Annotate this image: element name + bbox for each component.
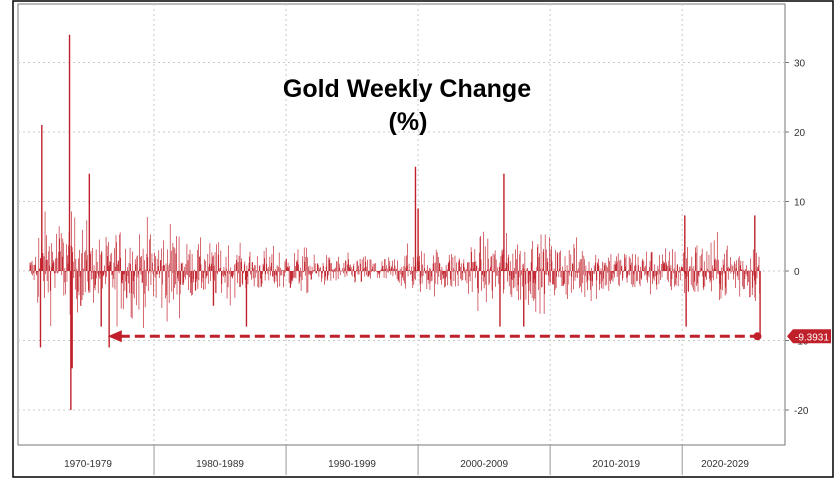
x-axis: 1970-1979 1980-1989 1990-1999 2000-2009 2010…: [18, 444, 785, 475]
x-tick-label: 1980-1989: [196, 459, 244, 470]
x-tick-label: 1990-1999: [328, 459, 376, 470]
x-tick-label: 1970-1979: [64, 459, 112, 470]
x-tick-label: 2010-2019: [592, 459, 640, 470]
last-value-annotation: [107, 330, 762, 343]
plot-frame: [17, 3, 786, 446]
y-tick-label: 30: [794, 59, 806, 70]
last-value-label: -9.3931: [795, 332, 829, 343]
outer-frame: [12, 0, 834, 478]
x-tick-label: 2020-2029: [701, 459, 749, 470]
x-tick-label: 2000-2009: [460, 459, 508, 470]
y-tick-label: 0: [794, 267, 800, 278]
weekly-change-bars: [29, 211, 760, 329]
chart-title: Gold Weekly Change: [283, 75, 531, 103]
reference-arrow-head: [107, 330, 122, 343]
y-tick-label: -20: [794, 406, 809, 417]
y-tick-label: 10: [794, 198, 806, 209]
y-tick-label: 20: [794, 128, 806, 139]
chart-subtitle: (%): [389, 108, 428, 136]
last-value-marker: [753, 332, 762, 341]
bar-series: [29, 34, 761, 410]
last-value-badge: [787, 329, 831, 344]
